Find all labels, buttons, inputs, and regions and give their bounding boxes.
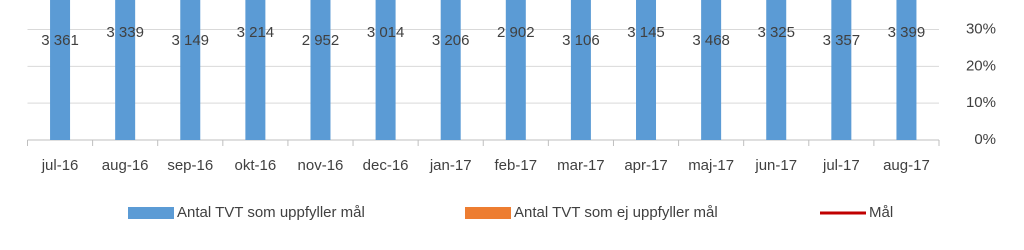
bar [375,0,396,141]
bar [245,0,266,140]
data-label: 3 106 [562,32,600,49]
x-tick-label: mar-17 [557,157,605,174]
bar [701,0,722,140]
bar [831,0,852,140]
data-label: 3 325 [757,24,795,41]
data-label: 3 399 [888,24,926,41]
bar [440,0,461,140]
x-tick-label: nov-16 [298,157,344,174]
bar [50,0,71,140]
x-tick-label: apr-17 [624,157,667,174]
legend-swatch [465,207,511,219]
legend-label: Mål [869,204,893,221]
x-tick-label: okt-16 [235,157,277,174]
data-label: 3 149 [171,32,209,49]
data-label: 3 468 [692,32,730,49]
bar [505,0,526,140]
data-label: 3 214 [237,24,275,41]
x-tick-label: maj-17 [688,157,734,174]
data-label: 3 339 [106,24,144,41]
data-label: 2 952 [302,32,340,49]
bar [570,0,591,140]
x-tick-label: aug-17 [883,157,930,174]
data-label: 3 145 [627,24,665,41]
bar [636,0,657,140]
y2-tick-label: 10% [966,94,996,111]
bar [896,0,917,141]
bar [115,0,136,140]
x-tick-label: feb-17 [495,157,538,174]
x-tick-label: dec-16 [363,157,409,174]
y2-tick-label: 0% [974,131,996,148]
legend-swatch [128,207,174,219]
data-label: 3 361 [41,32,79,49]
data-label: 2 902 [497,24,535,41]
y2-tick-label: 20% [966,57,996,74]
x-tick-label: jan-17 [429,157,472,174]
x-tick-label: jun-17 [754,157,797,174]
data-label: 3 357 [823,32,861,49]
x-tick-label: jul-16 [41,157,79,174]
x-tick-label: sep-16 [167,157,213,174]
data-label: 3 206 [432,32,470,49]
legend-label: Antal TVT som ej uppfyller mål [514,204,718,221]
bar [766,0,787,140]
x-tick-label: aug-16 [102,157,149,174]
data-label: 3 014 [367,24,405,41]
bar [310,0,331,140]
x-tick-label: jul-17 [822,157,860,174]
bar [180,0,201,140]
y2-tick-label: 30% [966,20,996,37]
legend-label: Antal TVT som uppfyller mål [177,204,365,221]
